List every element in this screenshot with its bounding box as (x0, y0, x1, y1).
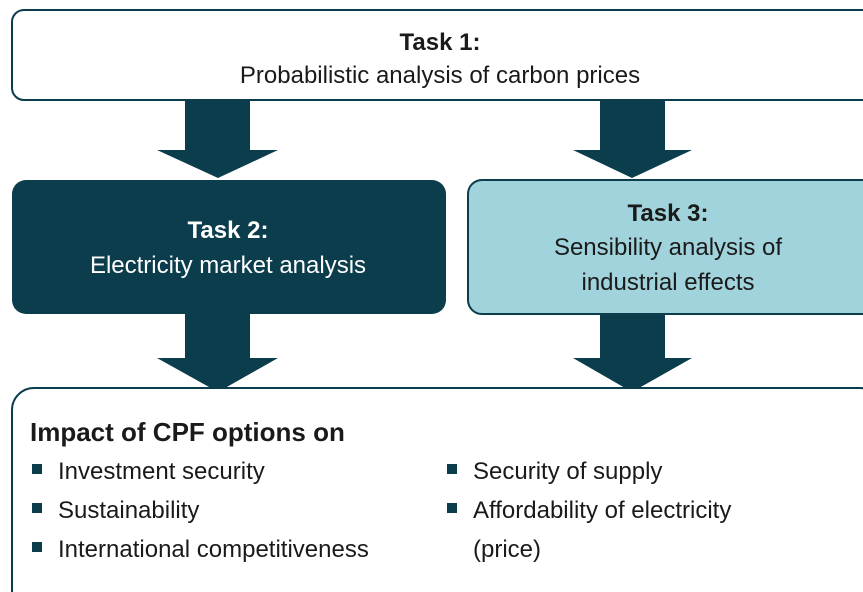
impact-title: Impact of CPF options on (30, 417, 345, 447)
impact-item: (price) (473, 536, 541, 563)
task2-text: Electricity market analysis (90, 252, 366, 279)
impact-item: Affordability of electricity (473, 497, 731, 524)
task3-text: industrial effects (582, 269, 755, 296)
task3-label: Task 3: (628, 200, 709, 227)
task3-box (467, 179, 863, 315)
bullet (447, 503, 457, 513)
impact-item: Sustainability (58, 497, 199, 524)
bullet (447, 464, 457, 474)
task3-text: Sensibility analysis of (554, 234, 782, 261)
task2-box (12, 180, 446, 314)
impact-item: Security of supply (473, 458, 662, 485)
bullet (32, 542, 42, 552)
arrow (157, 314, 278, 392)
impact-item: International competitiveness (58, 536, 369, 563)
task1-text: Probabilistic analysis of carbon prices (240, 62, 640, 89)
arrow (157, 100, 278, 178)
impact-box (11, 387, 863, 592)
impact-item: Investment security (58, 458, 265, 485)
bullet (32, 464, 42, 474)
task2-label: Task 2: (188, 217, 269, 244)
task1-label: Task 1: (400, 29, 481, 56)
impact-items: Investment security Sustainability Interna… (32, 458, 731, 563)
arrow (573, 100, 692, 178)
bullet (32, 503, 42, 513)
task1-box (11, 9, 863, 101)
arrow (573, 314, 692, 392)
